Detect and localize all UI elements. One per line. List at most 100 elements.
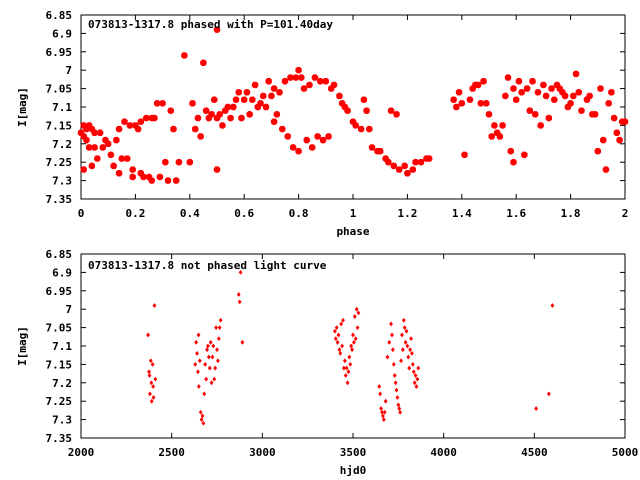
data-point (404, 170, 411, 177)
x-tick-label: 1.2 (397, 207, 417, 220)
data-point (218, 317, 223, 323)
data-point (146, 332, 151, 338)
data-point (149, 380, 154, 386)
data-point (210, 354, 215, 360)
y-tick-label: 7.05 (46, 83, 73, 96)
data-point (251, 81, 259, 89)
data-point (400, 332, 404, 338)
data-point (196, 384, 201, 389)
data-point (243, 89, 251, 96)
data-point (360, 96, 368, 103)
data-point (414, 384, 419, 389)
x-axis-label: hjd0 (340, 464, 367, 477)
data-point (194, 339, 199, 345)
data-point (153, 100, 161, 107)
data-point (396, 166, 403, 173)
y-tick-label: 6.9 (52, 266, 72, 279)
data-point (412, 159, 419, 166)
data-point (281, 78, 289, 85)
y-tick-label: 6.85 (46, 248, 73, 261)
data-point (338, 350, 343, 356)
data-point (80, 166, 87, 173)
data-point (206, 354, 211, 360)
data-points (77, 26, 629, 184)
x-tick-label: 0 (78, 207, 85, 220)
y-tick-label: 6.9 (52, 27, 72, 40)
data-point (292, 74, 300, 81)
data-point (387, 107, 395, 114)
data-point (336, 332, 341, 338)
data-point (377, 384, 382, 389)
y-tick-label: 7.15 (46, 358, 73, 371)
data-point (213, 26, 221, 33)
data-point (385, 159, 392, 166)
data-point (238, 270, 243, 275)
y-tick-label: 6.95 (46, 285, 73, 298)
data-point (504, 74, 512, 81)
y-axis-label: I[mag] (16, 87, 29, 127)
data-point (96, 129, 104, 136)
data-point (192, 125, 199, 133)
data-point (235, 89, 242, 96)
data-point (570, 92, 577, 100)
data-point (572, 70, 580, 78)
y-tick-label: 6.85 (46, 9, 73, 22)
data-point (204, 376, 209, 382)
data-point (115, 170, 123, 177)
data-point (621, 118, 629, 125)
data-point (395, 395, 400, 400)
data-point (537, 122, 544, 129)
data-point (357, 125, 365, 133)
data-point (332, 328, 337, 334)
data-point (344, 365, 349, 371)
data-point (387, 339, 392, 345)
data-point (335, 339, 340, 345)
data-point (300, 85, 308, 92)
data-point (461, 151, 468, 159)
data-point (450, 96, 457, 103)
data-point (518, 89, 525, 96)
chart-title: 073813-1317.8 phased with P=101.40day (88, 18, 333, 31)
data-point (390, 162, 397, 170)
data-point (333, 336, 338, 342)
data-point (341, 317, 345, 323)
data-point (413, 373, 418, 378)
y-tick-label: 7.1 (52, 340, 72, 353)
data-point (257, 100, 264, 107)
data-point (393, 111, 400, 118)
data-point (203, 362, 208, 367)
data-point (409, 336, 413, 342)
x-tick-label: 2000 (68, 446, 95, 459)
x-axis-ticks: 0 0.2 0.4 0.6 0.8 1 1.2 1.4 1.6 1.8 2 (78, 15, 628, 220)
data-point (597, 85, 604, 92)
data-point (561, 92, 569, 100)
data-point (85, 144, 93, 151)
data-point (298, 74, 305, 81)
data-point (91, 129, 98, 136)
data-point (202, 107, 210, 114)
data-point (105, 140, 112, 147)
x-tick-label: 1.6 (506, 207, 526, 220)
x-tick-label: 0.4 (180, 207, 200, 220)
data-point (415, 376, 420, 382)
data-point (319, 136, 327, 144)
data-point (265, 78, 272, 85)
data-point (532, 111, 539, 118)
data-point (199, 417, 204, 422)
data-point (314, 133, 321, 140)
data-point (396, 402, 401, 408)
x-tick-label: 1 (350, 207, 357, 220)
data-point (238, 114, 245, 122)
data-point (201, 420, 206, 426)
data-point (483, 100, 490, 107)
data-point (381, 413, 385, 419)
data-point (194, 114, 202, 122)
data-point (336, 92, 343, 100)
data-point (279, 125, 286, 133)
data-point (284, 133, 291, 140)
data-point (381, 417, 386, 422)
data-point (485, 111, 493, 118)
data-point (410, 350, 414, 356)
data-point (147, 391, 152, 397)
